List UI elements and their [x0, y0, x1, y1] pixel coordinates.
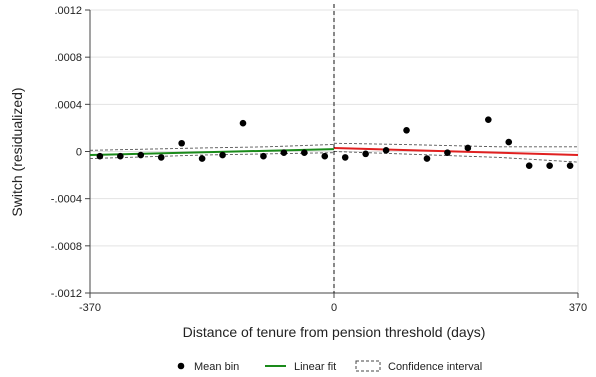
mean-bin-point: [362, 150, 369, 158]
legend: Mean bin Linear fit Confidence interval: [177, 360, 482, 373]
mean-bin-point: [117, 152, 124, 160]
x-axis-title: Distance of tenure from pension threshol…: [183, 324, 486, 340]
mean-bin-point: [96, 152, 104, 160]
y-tick-label: .0012: [54, 5, 82, 17]
mean-bin-point: [485, 116, 492, 123]
legend-label-linear-fit: Linear fit: [294, 361, 336, 373]
mean-bin-point: [341, 154, 349, 161]
mean-bin-point: [566, 162, 574, 169]
y-tick-label: -.0012: [51, 288, 82, 300]
y-tick-label: .0008: [54, 52, 82, 64]
legend-label-confidence-interval: Confidence interval: [388, 361, 482, 373]
mean-bin-point: [239, 119, 247, 127]
mean-bin-point: [321, 152, 329, 160]
mean-bin-point: [525, 162, 533, 169]
legend-symbol-confidence-interval: [355, 360, 381, 372]
x-tick-label: 0: [331, 302, 337, 314]
confidence-lower-left: [89, 152, 335, 160]
mean-bin-point: [382, 147, 390, 154]
x-tick-label: 370: [569, 302, 587, 314]
mean-bin-point: [137, 151, 145, 159]
mean-bin-point: [505, 138, 513, 146]
mean-bin-point: [464, 144, 472, 152]
mean-bin-point: [280, 149, 288, 156]
mean-bin-point: [157, 154, 165, 161]
y-tick-label: .0004: [54, 99, 82, 111]
linear-fit-right: [333, 146, 579, 157]
mean-bin-point: [423, 155, 431, 162]
mean-bin-point: [219, 151, 226, 159]
fit-lines: [89, 146, 579, 157]
axes: -.0012 -.0008 -.0004 0 .0004 .0008 .0012 -370 0 3…: [51, 5, 587, 314]
legend-label-mean-bin: Mean bin: [194, 361, 239, 373]
x-tick-label: -370: [79, 302, 101, 314]
legend-symbol-mean-bin: [177, 362, 185, 370]
mean-bin-point: [198, 155, 206, 162]
confidence-upper-left: [89, 143, 335, 151]
mean-bin-point: [301, 149, 308, 156]
mean-bin-point: [260, 152, 267, 160]
y-axis-title: Switch (residualized): [9, 87, 25, 216]
mean-bin-point: [178, 139, 185, 147]
mean-bin-points: [96, 116, 574, 169]
linear-fit-left: [89, 148, 335, 157]
mean-bin-point: [403, 126, 410, 134]
y-tick-label: -.0008: [51, 241, 82, 253]
confidence-upper-right: [333, 142, 578, 148]
mean-bin-point: [444, 149, 451, 156]
mean-bin-point: [546, 162, 553, 169]
y-tick-label: -.0004: [51, 194, 82, 206]
y-tick-label: 0: [76, 147, 82, 159]
